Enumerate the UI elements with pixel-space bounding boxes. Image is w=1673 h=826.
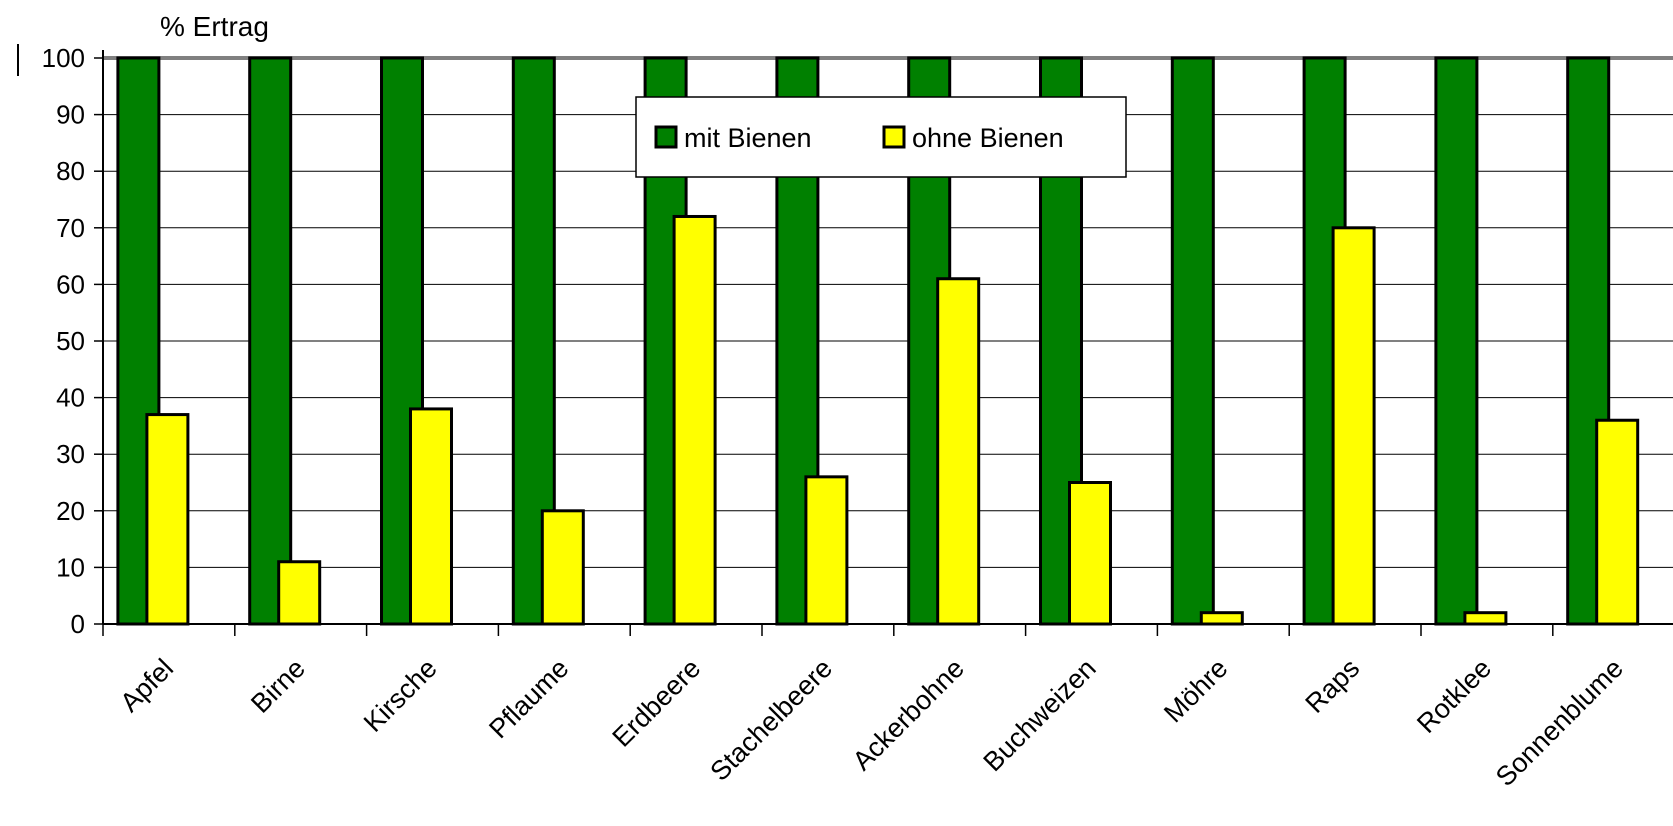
bar-ohne-bienen <box>1595 418 1640 626</box>
bar-mit-bienen <box>1170 56 1215 626</box>
y-tick-label: 50 <box>56 326 85 356</box>
legend-label: ohne Bienen <box>912 123 1064 153</box>
bar-ohne-bienen <box>1331 226 1376 626</box>
bar-ohne-bienen <box>145 413 190 626</box>
legend: mit Bienen ohne Bienen <box>635 96 1127 178</box>
y-tick-label: 20 <box>56 496 85 526</box>
x-category-label: Erdbeere <box>607 653 707 753</box>
legend-swatch <box>654 125 678 149</box>
y-tick-label: 0 <box>71 609 85 639</box>
x-category-label: Apfel <box>114 653 179 718</box>
x-category-label: Kirsche <box>358 653 443 738</box>
x-category-label: Sonnenblume <box>1490 653 1629 792</box>
legend-box <box>635 96 1127 178</box>
bar-ohne-bienen <box>277 560 322 626</box>
bar-mit-bienen <box>1434 56 1479 626</box>
bar-ohne-bienen <box>1463 611 1508 626</box>
y-tick-label: 90 <box>56 100 85 130</box>
bar-ohne-bienen <box>409 407 453 626</box>
x-category-label: Raps <box>1300 653 1366 719</box>
y-tick-label: 40 <box>56 383 85 413</box>
x-axis-categories: Apfel Birne Kirsche Pflaume ErdbeereStachelb… <box>102 624 1629 792</box>
bar-ohne-bienen <box>1199 611 1244 626</box>
legend-label: mit Bienen <box>684 123 812 153</box>
x-category-label: Buchweizen <box>978 653 1102 777</box>
y-tick-label: 100 <box>42 43 85 73</box>
x-category-label: Rotklee <box>1411 653 1497 739</box>
bar-ohne-bienen <box>672 214 717 626</box>
bar-mit-bienen <box>248 56 293 626</box>
axes <box>17 44 1673 625</box>
bar-ohne-bienen <box>804 475 849 626</box>
y-tick-label: 80 <box>56 156 85 186</box>
y-tick-label: 60 <box>56 269 85 299</box>
bar-ohne-bienen <box>540 509 585 626</box>
y-axis-label: % Ertrag <box>160 11 269 42</box>
x-category-label: Birne <box>245 653 311 719</box>
x-category-label: Ackerbohne <box>847 653 970 776</box>
y-axis-ticks: 0 10 20 30 40 50 60 70 80 90 100 <box>42 43 103 639</box>
x-category-label: Pflaume <box>483 653 574 744</box>
y-tick-label: 30 <box>56 439 85 469</box>
y-tick-label: 70 <box>56 213 85 243</box>
x-category-label: Stachelbeere <box>704 653 838 787</box>
y-tick-label: 10 <box>56 552 85 582</box>
bar-ohne-bienen <box>1068 481 1112 626</box>
x-category-label: Möhre <box>1158 653 1233 728</box>
bar-ohne-bienen <box>936 277 981 626</box>
legend-swatch <box>882 125 906 149</box>
bars <box>116 56 1640 626</box>
